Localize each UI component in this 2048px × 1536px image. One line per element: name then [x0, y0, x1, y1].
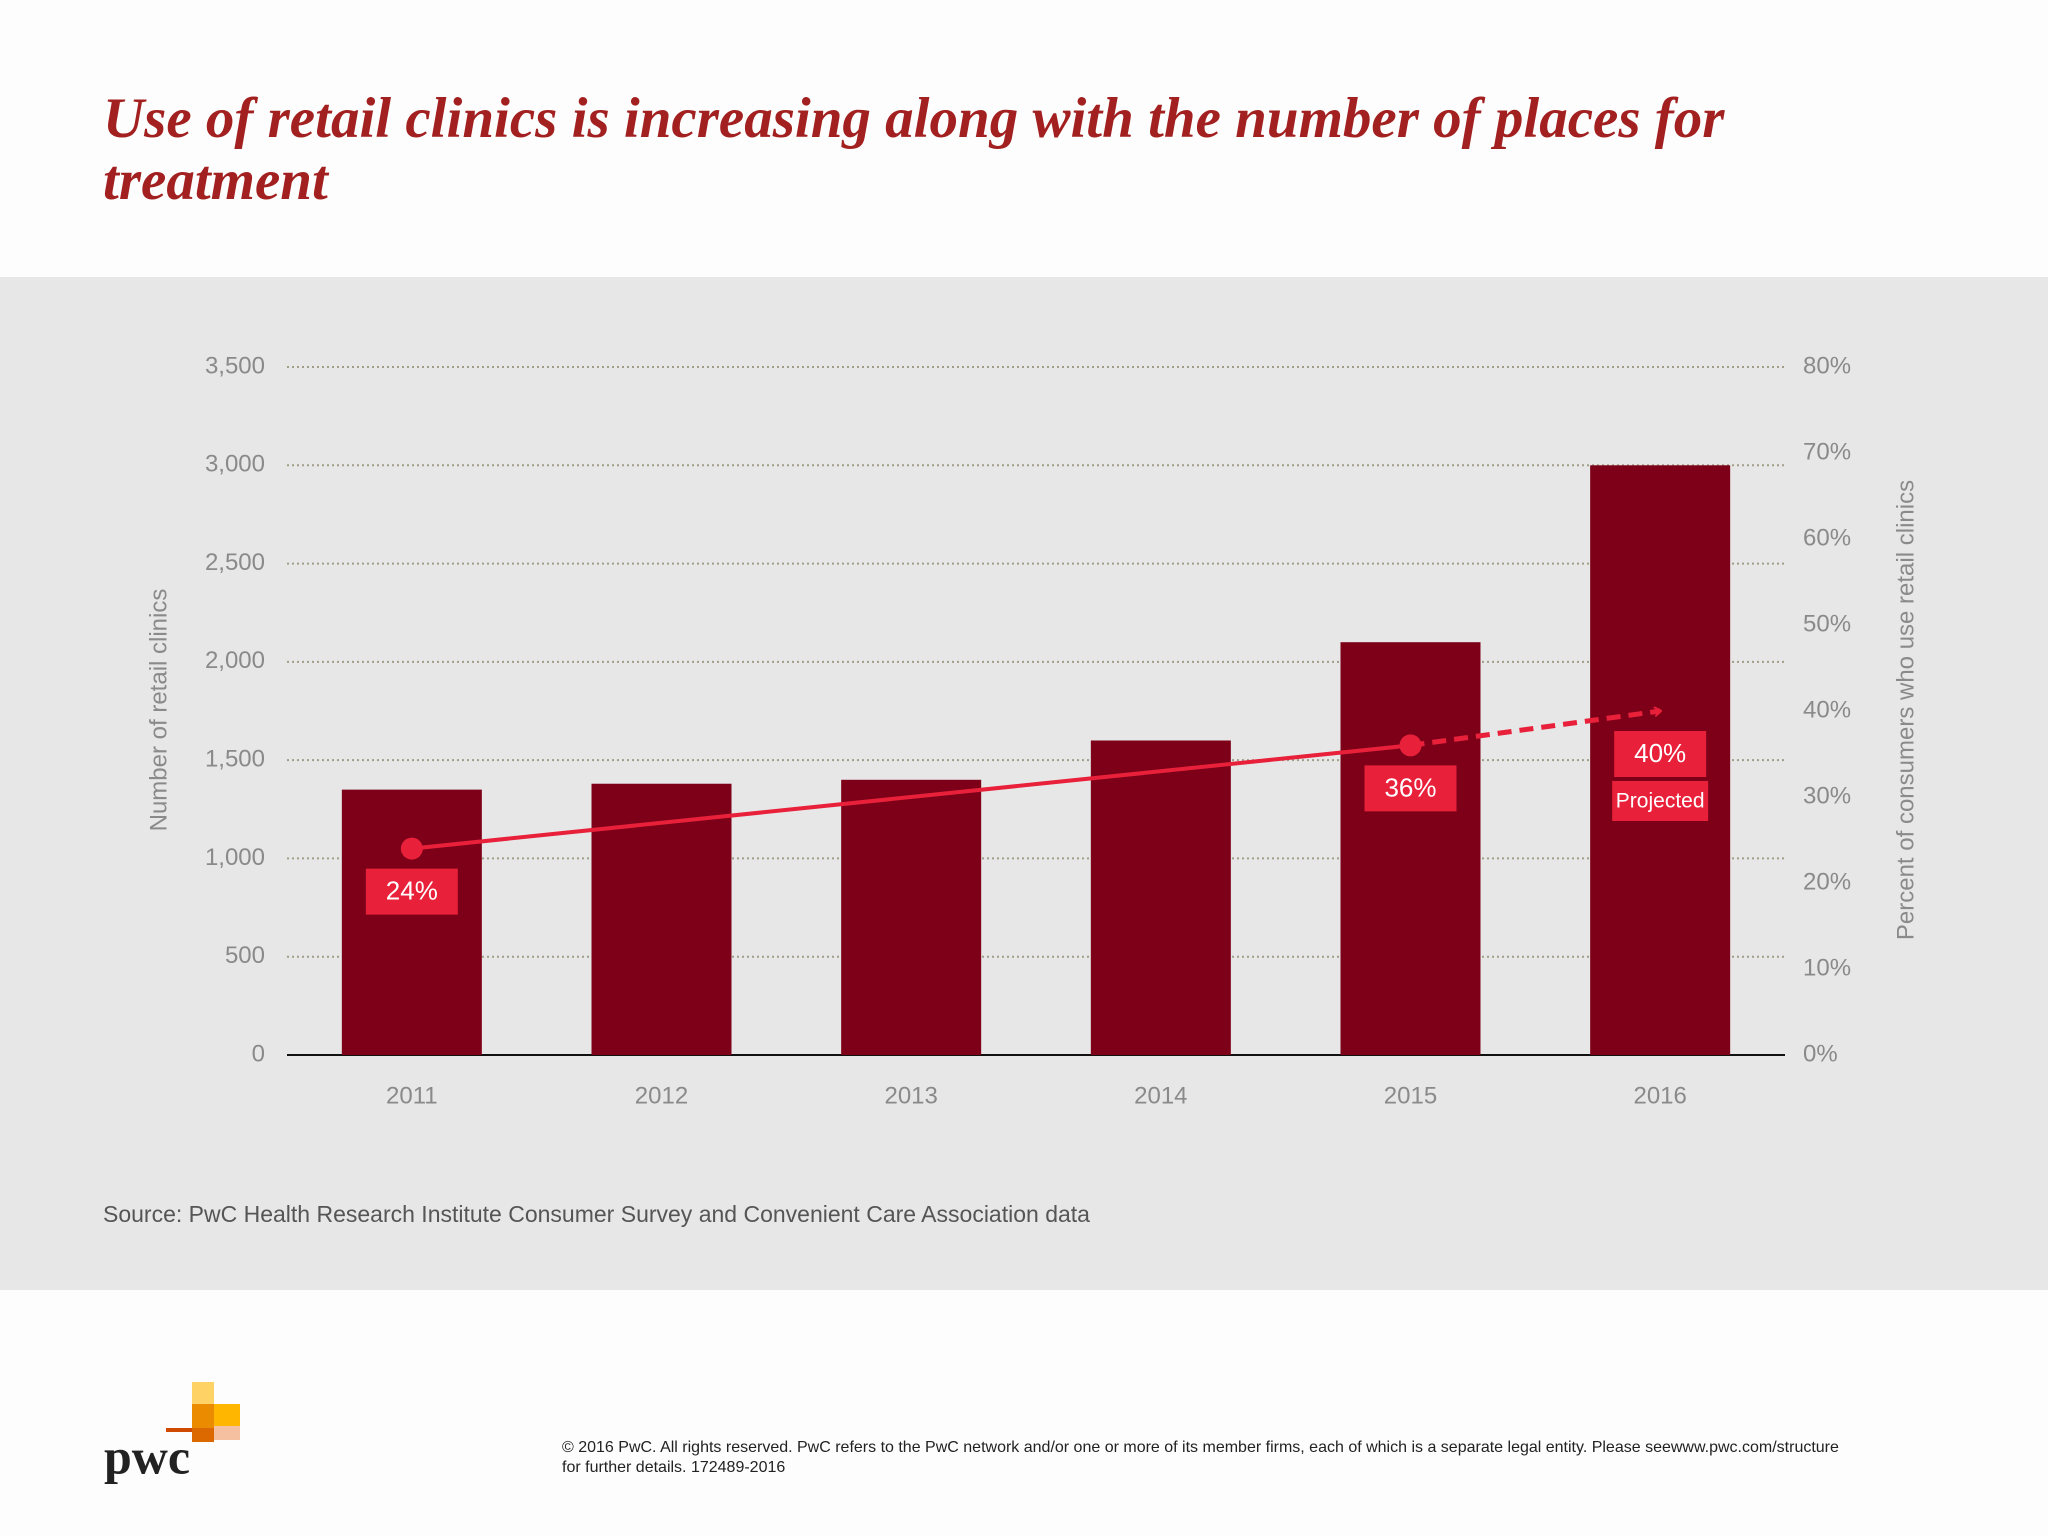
logo-block: [192, 1428, 214, 1442]
logo-block: [192, 1404, 214, 1428]
point: [1399, 734, 1422, 757]
y2-tick-label: 0%: [1803, 1040, 1838, 1067]
chart-title: Use of retail clinics is increasing alon…: [103, 87, 1725, 212]
label-box: [1612, 781, 1709, 821]
x-tick-label: 2016: [1633, 1082, 1686, 1109]
projected-line: [1410, 711, 1661, 748]
y-tick-label: 500: [225, 942, 265, 969]
y-tick-label: 2,000: [205, 647, 265, 674]
y2-tick-label: 30%: [1803, 782, 1851, 809]
bar: [841, 779, 982, 1055]
point: [400, 837, 423, 860]
x-tick-label: 2015: [1384, 1082, 1437, 1109]
y-tick-label: 2,500: [205, 549, 265, 576]
bar: [1340, 642, 1481, 1055]
copyright: © 2016 PwC. All rights reserved. PwC ref…: [562, 1439, 1839, 1456]
x-tick-label: 2013: [884, 1082, 937, 1109]
x-tick-label: 2014: [1134, 1082, 1187, 1109]
projected-label: Projected: [1616, 790, 1705, 813]
copyright: for further details. 172489-2016: [562, 1459, 785, 1476]
logo-block: [214, 1404, 240, 1426]
bar: [341, 789, 482, 1055]
x-tick-label: 2011: [386, 1082, 438, 1109]
y2-tick-label: 70%: [1803, 438, 1851, 465]
source: Source: PwC Health Research Institute Co…: [103, 1201, 1090, 1227]
value-label: 40%: [1634, 738, 1686, 768]
value-label: 24%: [386, 875, 438, 905]
y2-tick-label: 40%: [1803, 696, 1851, 723]
y2-tick-label: 50%: [1803, 610, 1851, 637]
logo-block: [214, 1426, 240, 1440]
y-tick-label: 0: [252, 1040, 265, 1067]
logo-block: [166, 1428, 192, 1432]
y2-tick-label: 80%: [1803, 352, 1851, 379]
y-tick-label: 1,500: [205, 745, 265, 772]
y-tick-label: 3,500: [205, 352, 265, 379]
y2-tick-label: 60%: [1803, 524, 1851, 551]
bar: [1090, 740, 1231, 1055]
y2-tick-label: 20%: [1803, 868, 1851, 895]
y2-tick-label: 10%: [1803, 954, 1851, 981]
trend-line: [411, 743, 1411, 851]
y2-axis-label: Percent of consumers who use retail clin…: [1892, 480, 1919, 940]
x-tick-label: 2012: [635, 1082, 688, 1109]
y-tick-label: 3,000: [205, 451, 265, 478]
y-axis-label: Number of retail clinics: [145, 589, 172, 832]
logo-block: [192, 1382, 214, 1404]
label-box: [1364, 765, 1457, 812]
label-box: [365, 868, 458, 915]
y-tick-label: 1,000: [205, 844, 265, 871]
label-box: [1614, 731, 1707, 777]
value-label: 36%: [1384, 772, 1436, 802]
logo-text: pwc: [104, 1428, 190, 1484]
logo: pwc: [104, 1382, 240, 1484]
